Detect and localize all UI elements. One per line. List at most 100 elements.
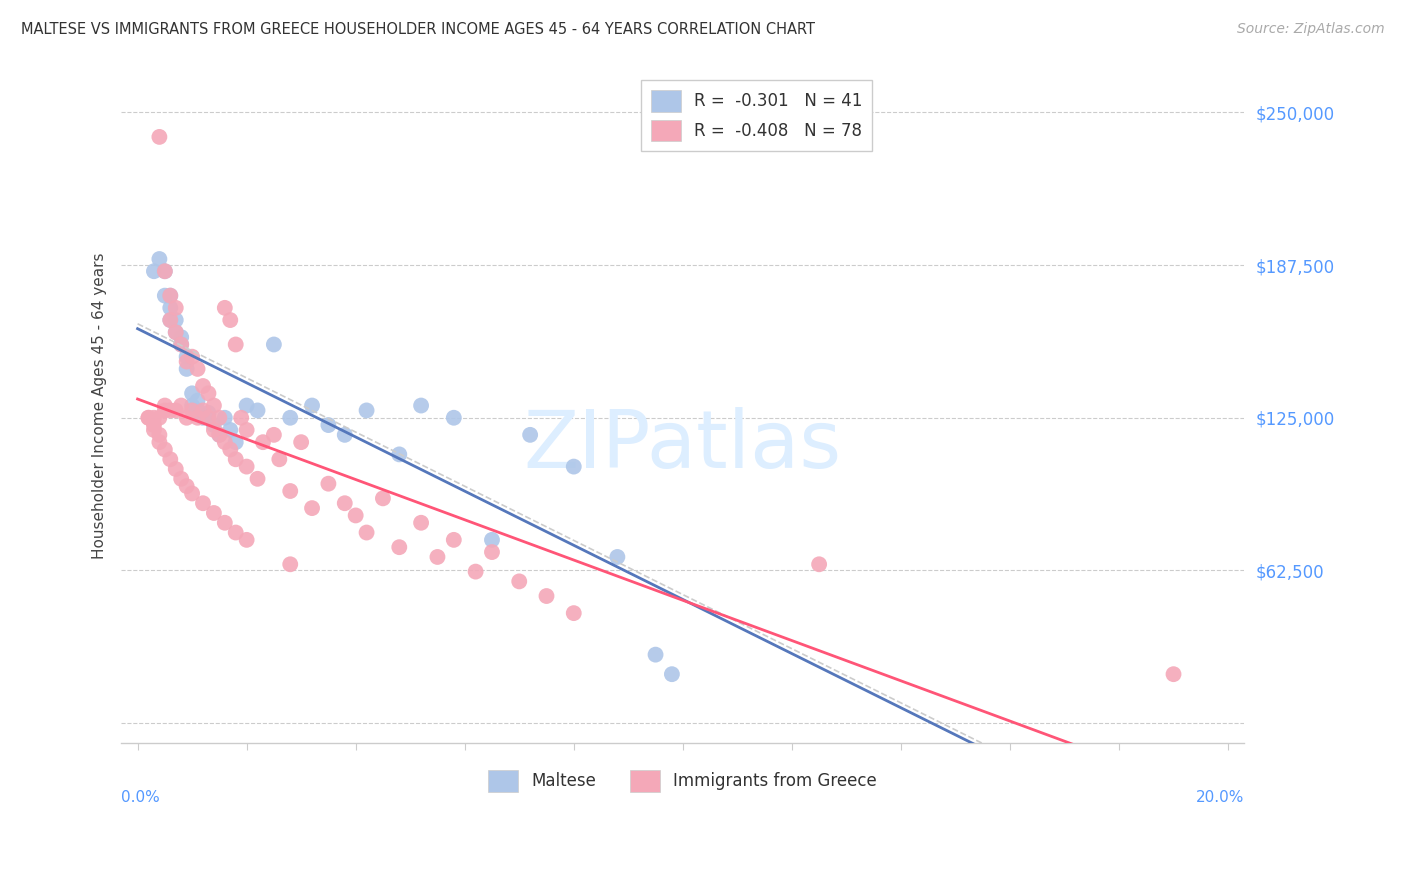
Point (138, 410, 160, 425)
Point (191, 403, 214, 417)
Legend: Maltese, Immigrants from Greece: Maltese, Immigrants from Greece (478, 760, 887, 802)
Text: MALTESE VS IMMIGRANTS FROM GREECE HOUSEHOLDER INCOME AGES 45 - 64 YEARS CORRELAT: MALTESE VS IMMIGRANTS FROM GREECE HOUSEH… (21, 22, 815, 37)
Point (562, 606, 585, 620)
Point (187, 362, 209, 376)
Point (181, 386, 204, 401)
Point (165, 301, 187, 315)
Point (148, 129, 170, 144)
Point (644, 648, 666, 662)
Point (191, 379, 214, 393)
Point (263, 427, 285, 442)
Point (214, 410, 236, 425)
Point (202, 418, 225, 433)
Text: 0.0%: 0.0% (121, 789, 160, 805)
Point (246, 472, 269, 486)
Point (165, 313, 187, 327)
Point (165, 462, 187, 476)
Point (464, 565, 486, 579)
Point (443, 533, 465, 547)
Point (481, 545, 503, 559)
Point (519, 427, 541, 442)
Point (411, 399, 433, 413)
Point (219, 313, 242, 327)
Point (159, 288, 181, 302)
Point (536, 589, 558, 603)
Point (214, 435, 236, 450)
Text: ZIPatlas: ZIPatlas (524, 407, 842, 485)
Text: Source: ZipAtlas.com: Source: ZipAtlas.com (1237, 22, 1385, 37)
Point (508, 574, 530, 589)
Point (153, 442, 176, 457)
Point (197, 386, 219, 401)
Point (165, 326, 187, 340)
Point (318, 476, 340, 491)
Point (252, 435, 274, 450)
Point (165, 326, 187, 340)
Point (202, 423, 225, 437)
Point (1163, 667, 1185, 681)
Point (214, 301, 236, 315)
Point (159, 313, 181, 327)
Point (159, 301, 181, 315)
Point (219, 423, 242, 437)
Point (225, 525, 247, 540)
Point (235, 533, 257, 547)
Point (318, 418, 340, 433)
Point (278, 410, 301, 425)
Point (235, 399, 257, 413)
Point (290, 435, 312, 450)
Point (170, 337, 193, 351)
Point (148, 427, 170, 442)
Point (170, 399, 193, 413)
Point (153, 264, 176, 278)
Y-axis label: Householder Income Ages 45 - 64 years: Householder Income Ages 45 - 64 years (93, 252, 107, 558)
Point (159, 452, 181, 467)
Point (153, 264, 176, 278)
Point (808, 558, 831, 572)
Point (606, 549, 628, 564)
Point (388, 447, 411, 461)
Point (481, 533, 503, 547)
Point (562, 459, 585, 474)
Point (170, 337, 193, 351)
Point (148, 410, 170, 425)
Point (181, 399, 204, 413)
Point (159, 403, 181, 417)
Point (443, 410, 465, 425)
Point (208, 410, 231, 425)
Point (426, 549, 449, 564)
Point (371, 491, 394, 506)
Point (208, 427, 231, 442)
Point (235, 423, 257, 437)
Point (191, 496, 214, 510)
Point (153, 403, 176, 417)
Point (187, 403, 209, 417)
Point (187, 393, 209, 408)
Point (176, 410, 198, 425)
Point (333, 496, 356, 510)
Point (411, 516, 433, 530)
Point (235, 459, 257, 474)
Point (197, 406, 219, 420)
Point (176, 479, 198, 493)
Point (142, 410, 165, 425)
Point (269, 452, 291, 467)
Point (176, 362, 198, 376)
Point (661, 667, 683, 681)
Point (176, 354, 198, 368)
Point (181, 486, 204, 500)
Point (225, 337, 247, 351)
Point (148, 435, 170, 450)
Point (165, 403, 187, 417)
Point (170, 330, 193, 344)
Point (153, 399, 176, 413)
Point (153, 288, 176, 302)
Point (246, 403, 269, 417)
Point (219, 442, 242, 457)
Point (142, 423, 165, 437)
Point (301, 399, 323, 413)
Point (356, 525, 378, 540)
Point (388, 540, 411, 554)
Point (208, 427, 231, 442)
Point (197, 410, 219, 425)
